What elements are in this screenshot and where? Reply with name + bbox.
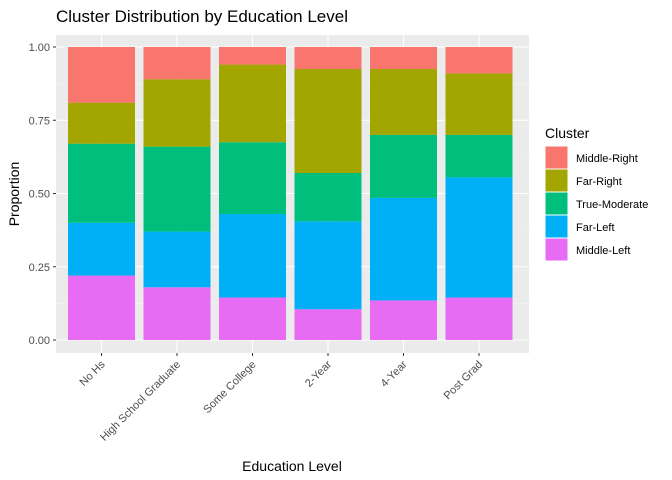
bar-segment-true-moderate bbox=[219, 142, 286, 215]
y-axis-ticks: 0.00 0.25 0.50 0.75 1.00 bbox=[29, 42, 56, 347]
y-tick-label: 0.00 bbox=[29, 335, 50, 347]
x-tick-label: 2-Year bbox=[303, 358, 334, 389]
x-tick-label: Some College bbox=[201, 359, 258, 416]
y-tick-label: 1.00 bbox=[29, 42, 50, 54]
legend-label: Far-Left bbox=[576, 222, 615, 234]
bar-segment-far-right bbox=[68, 102, 135, 144]
legend-key-far-left bbox=[544, 214, 569, 239]
legend-label: True-Moderate bbox=[576, 199, 648, 211]
bar-segment-true-moderate bbox=[445, 134, 513, 178]
x-tick-label: 4-Year bbox=[378, 358, 409, 389]
bar-segment-true-moderate bbox=[143, 146, 211, 232]
chart-title: Cluster Distribution by Education Level bbox=[56, 7, 348, 26]
y-tick-label: 0.75 bbox=[29, 115, 50, 127]
legend-key-far-right bbox=[544, 168, 569, 193]
bar-segment-middle-right bbox=[143, 47, 211, 80]
bar-segment-far-right bbox=[445, 73, 513, 135]
bar-segment-middle-right bbox=[370, 47, 437, 69]
bar-segment-middle-left bbox=[370, 300, 437, 340]
legend-label: Far-Right bbox=[576, 176, 622, 188]
bar-segment-middle-right bbox=[294, 47, 362, 69]
legend-key-middle-left bbox=[544, 237, 569, 262]
bar-segment-true-moderate bbox=[68, 143, 135, 223]
bar-segment-far-left bbox=[68, 222, 135, 276]
bar-segment-middle-right bbox=[68, 47, 135, 103]
bar-segment-far-left bbox=[219, 214, 286, 298]
x-tick-label: High School Graduate bbox=[98, 359, 183, 444]
y-tick-label: 0.50 bbox=[29, 189, 50, 201]
legend-title: Cluster bbox=[545, 125, 590, 141]
legend-key-middle-right bbox=[544, 145, 569, 170]
legend-key-true-moderate bbox=[544, 191, 569, 216]
bar-segment-middle-right bbox=[445, 47, 513, 74]
x-tick-label: Post Grad bbox=[442, 359, 486, 403]
legend-label: Middle-Right bbox=[576, 153, 638, 165]
legend-label: Middle-Left bbox=[576, 245, 630, 257]
x-tick-label: No Hs bbox=[78, 358, 108, 388]
bar-segment-far-left bbox=[445, 177, 513, 298]
bar-segment-middle-left bbox=[219, 297, 286, 340]
y-axis-title: Proportion bbox=[6, 162, 22, 227]
bars bbox=[68, 47, 513, 340]
bar-segment-far-left bbox=[143, 231, 211, 288]
bar-segment-far-left bbox=[294, 221, 362, 310]
bar-segment-true-moderate bbox=[370, 134, 437, 198]
bar-segment-middle-right bbox=[219, 47, 286, 65]
legend: Cluster Middle-Right Far-Right True-Modera… bbox=[544, 125, 648, 262]
bar-segment-far-right bbox=[294, 68, 362, 173]
bar-segment-middle-left bbox=[294, 309, 362, 340]
bar-segment-far-right bbox=[219, 64, 286, 143]
bar-segment-far-left bbox=[370, 197, 437, 301]
bar-segment-far-right bbox=[370, 68, 437, 135]
bar-segment-middle-left bbox=[143, 287, 211, 340]
bar-segment-middle-left bbox=[68, 275, 135, 340]
x-axis-title: Education Level bbox=[242, 458, 342, 474]
bar-segment-far-right bbox=[143, 79, 211, 147]
bar-segment-middle-left bbox=[445, 297, 513, 340]
bar-segment-true-moderate bbox=[294, 172, 362, 222]
y-tick-label: 0.25 bbox=[29, 262, 50, 274]
